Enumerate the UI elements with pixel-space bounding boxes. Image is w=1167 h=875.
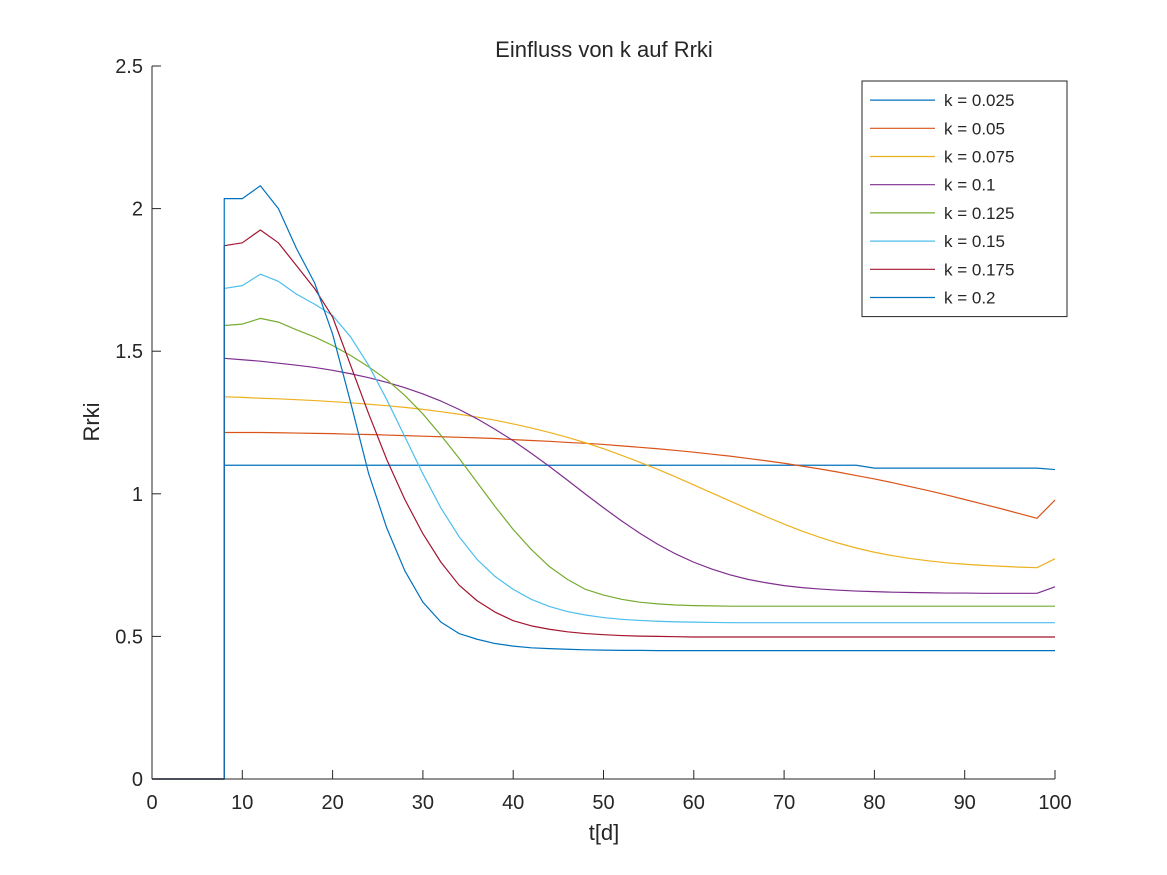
legend-label: k = 0.15	[944, 232, 1005, 251]
legend-label: k = 0.125	[944, 204, 1014, 223]
series-line-3	[152, 396, 1056, 780]
legend-label: k = 0.175	[944, 260, 1014, 279]
y-ticks: 0 0.5 1 1.5 2 2.5	[115, 56, 161, 791]
x-tick-label: 50	[592, 792, 614, 814]
y-axis-label: Rrki	[79, 402, 104, 441]
y-tick-label: 1.5	[115, 341, 143, 363]
series-layer	[152, 185, 1056, 780]
x-tick-label: 40	[502, 792, 524, 814]
x-tick-label: 100	[1038, 792, 1071, 814]
series-line-4	[152, 357, 1056, 780]
x-axis-label: t[d]	[589, 820, 620, 845]
x-tick-label: 20	[321, 792, 343, 814]
y-tick-label: 2.5	[115, 56, 143, 78]
series-line-8	[152, 185, 1055, 780]
chart-title: Einfluss von k auf Rrki	[495, 37, 713, 62]
x-tick-label: 90	[954, 792, 976, 814]
legend-box	[861, 80, 1068, 318]
y-tick-label: 2	[132, 199, 143, 221]
legend-label: k = 0.1	[944, 176, 996, 195]
x-tick-label: 30	[412, 792, 434, 814]
y-tick-label: 0.5	[115, 626, 143, 648]
x-tick-label: 80	[863, 792, 885, 814]
y-tick-label: 0	[132, 769, 143, 791]
legend: k = 0.025 k = 0.05 k = 0.075 k = 0.1 k = 0.1…	[861, 80, 1068, 318]
x-tick-label: 0	[146, 792, 157, 814]
legend-label: k = 0.025	[944, 91, 1014, 110]
series-line-6	[152, 273, 1055, 780]
legend-label: k = 0.075	[944, 148, 1014, 167]
series-line-5	[152, 317, 1055, 780]
series-line-1	[152, 464, 1056, 780]
x-tick-label: 10	[231, 792, 253, 814]
legend-label: k = 0.2	[944, 289, 996, 308]
x-tick-label: 70	[773, 792, 795, 814]
y-tick-label: 1	[132, 484, 143, 506]
legend-label: k = 0.05	[944, 119, 1005, 138]
series-line-7	[152, 229, 1055, 780]
series-line-2	[152, 431, 1056, 780]
x-ticks: 0 10 20 30 40 50 60 70 80 90 100	[146, 770, 1072, 814]
x-tick-label: 60	[683, 792, 705, 814]
